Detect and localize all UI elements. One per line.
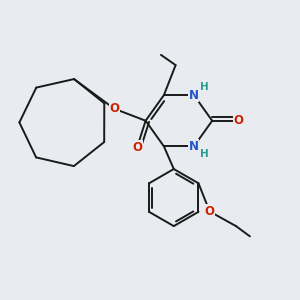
Text: H: H	[200, 82, 208, 92]
Text: N: N	[189, 140, 199, 153]
Text: H: H	[200, 149, 208, 159]
Text: N: N	[189, 88, 199, 102]
Text: O: O	[109, 102, 119, 115]
Text: O: O	[205, 205, 214, 218]
Text: O: O	[233, 114, 244, 127]
Text: O: O	[132, 141, 142, 154]
